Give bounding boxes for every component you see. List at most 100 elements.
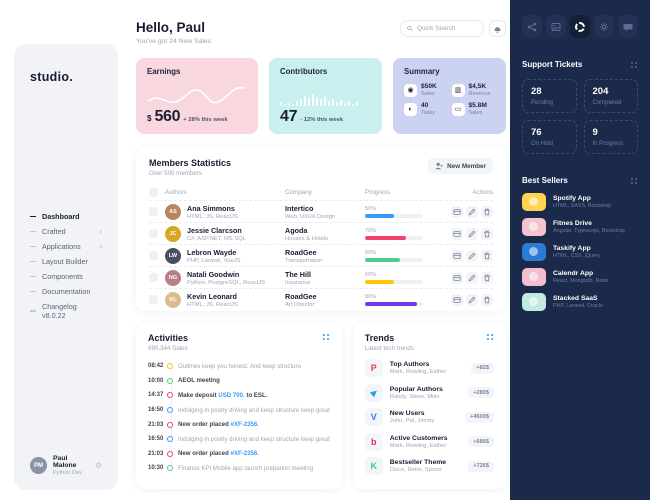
notification-button[interactable] [489,20,506,37]
sidebar-item-applications[interactable]: Applications › [30,242,102,251]
trend-badge: +726$ [468,460,494,472]
table-row: LW Lebron Wayde PHP, Laravel, VueJS Road… [149,244,493,266]
sidebar-item-crafted[interactable]: Crafted › [30,227,102,236]
details-button[interactable] [451,271,463,284]
company-field: Insurance [285,279,311,286]
ticket-stat-card[interactable]: 204 Completed [583,79,638,113]
delete-button[interactable] [481,271,493,284]
sidebar-item-changelog[interactable]: Changelog v8.0.22 [30,302,102,320]
sidebar-item-layout-builder[interactable]: Layout Builder [30,257,102,266]
search-icon [407,25,413,32]
details-button[interactable] [451,227,463,240]
row-checkbox[interactable] [149,229,158,238]
dash-icon [30,310,36,312]
sidebar-item-components[interactable]: Components [30,272,102,281]
status-dot [167,421,173,428]
company-name: Intertico [285,203,314,213]
row-checkbox[interactable] [149,273,158,282]
best-seller-item[interactable]: Taskify App HTML, CSS, jQuery [522,243,638,261]
panel-title: Members Statistics [149,158,232,168]
details-button[interactable] [451,249,463,262]
more-menu-icon[interactable] [321,333,330,341]
author-name[interactable]: Lebron Wayde [187,247,237,257]
details-button[interactable] [451,293,463,306]
details-button[interactable] [451,205,463,218]
sidebar-item-dashboard[interactable]: Dashboard [30,212,102,221]
delete-button[interactable] [481,293,493,306]
best-seller-item[interactable]: Fitnes Drive Angular, Typescript, Bootst… [522,218,638,236]
card-title: Earnings [147,67,181,76]
main-content: Hello, Paul You've got 24 New Sales Earn… [132,0,510,500]
activity-hub-button[interactable] [570,15,590,38]
earnings-card[interactable]: Earnings $ 560 + 28% this week [136,58,258,134]
table-header-row: Authors Company Progress Actions [149,185,493,200]
new-member-button[interactable]: New Member [428,158,493,174]
search-input[interactable] [417,25,477,32]
activity-timeline: 08:42 Outlines keep you honest. And keep… [148,359,330,476]
best-seller-item[interactable]: Spotify App HTML, SASS, Bootstrap [522,193,638,211]
edit-button[interactable] [466,249,478,262]
progress-label: 90% [365,293,377,300]
row-checkbox[interactable] [149,295,158,304]
row-checkbox[interactable] [149,251,158,260]
more-menu-icon[interactable] [630,60,638,69]
dash-icon [30,215,36,218]
progress-bar [365,257,423,262]
app-logo: studio. [30,70,74,84]
ticket-stat-card[interactable]: 28 Pending [522,79,577,113]
avatar: LW [165,247,181,264]
progress-bar [365,301,423,306]
trend-badge: +82$ [471,362,494,374]
page-title: Hello, Paul [136,20,206,35]
activities-panel: Activities 890,344 Sales 08:42 Outlines … [136,323,342,489]
summary-item: ◐ 40 Tasks [404,102,448,116]
progress-label: 70% [365,227,377,234]
contributors-card[interactable]: Contributors 47 - 12% this week [269,58,382,134]
company-field: Art Director [285,301,315,308]
right-sidebar: Support Tickets 28 Pending 204 Completed… [510,0,650,500]
trend-badge: +686$ [468,436,494,447]
page-subtitle: You've got 24 New Sales [136,38,212,45]
company-name: RoadGee [285,247,317,257]
more-menu-icon[interactable] [486,333,494,341]
delete-button[interactable] [481,249,493,262]
ticket-stat-card[interactable]: 9 In Progress [583,120,638,154]
gallery-button[interactable] [546,15,566,38]
company-field: Houses & Hotels [285,235,329,242]
author-name[interactable]: Ana Simmons [187,203,235,213]
delete-button[interactable] [481,227,493,240]
sidebar-item-documentation[interactable]: Documentation [30,287,102,296]
activity-item: 14:37 Make deposit USD 700. to ESL. [148,391,268,399]
row-checkbox[interactable] [149,207,158,216]
user-settings-icon[interactable]: ⚙ [94,461,102,470]
settings-button[interactable] [594,15,614,38]
card-icon [453,252,461,259]
summary-card[interactable]: Summary ◉ $50K Sales ▥ $4,5K Revenue [393,58,506,134]
share-button[interactable] [522,15,542,38]
trend-item: P Top Authors Mark, Rowling, Esther +82$ [364,359,494,377]
ticket-stat-card[interactable]: 76 On Hold [522,120,577,154]
messages-button[interactable] [618,15,638,38]
table-row: AS Ana Simmons HTML, JS, ReactJS Interti… [149,200,493,222]
edit-button[interactable] [466,293,478,306]
status-dot [167,450,173,457]
author-name[interactable]: Jessie Clarcson [187,225,242,235]
more-menu-icon[interactable] [630,176,638,185]
search-box[interactable] [400,20,484,37]
status-dot [167,407,173,414]
delete-button[interactable] [481,205,493,218]
product-thumbnail [522,243,546,261]
earnings-sparkline [148,86,245,104]
author-name[interactable]: Kevin Leonard [187,291,237,301]
select-all-checkbox[interactable] [149,188,158,197]
edit-button[interactable] [466,205,478,218]
current-user[interactable]: PM Paul Malone Python Dev ⚙ [30,455,102,476]
panel-title: Trends [364,333,395,343]
dash-icon [30,230,36,233]
author-name[interactable]: Natali Goodwin [187,269,240,279]
best-seller-item[interactable]: Stacked SaaS PHP, Laravel, Oracle [522,293,638,311]
edit-button[interactable] [466,271,478,284]
pencil-icon [468,208,476,215]
best-seller-item[interactable]: Calendr App React, Mongodb, Node [522,268,638,286]
edit-button[interactable] [466,227,478,240]
